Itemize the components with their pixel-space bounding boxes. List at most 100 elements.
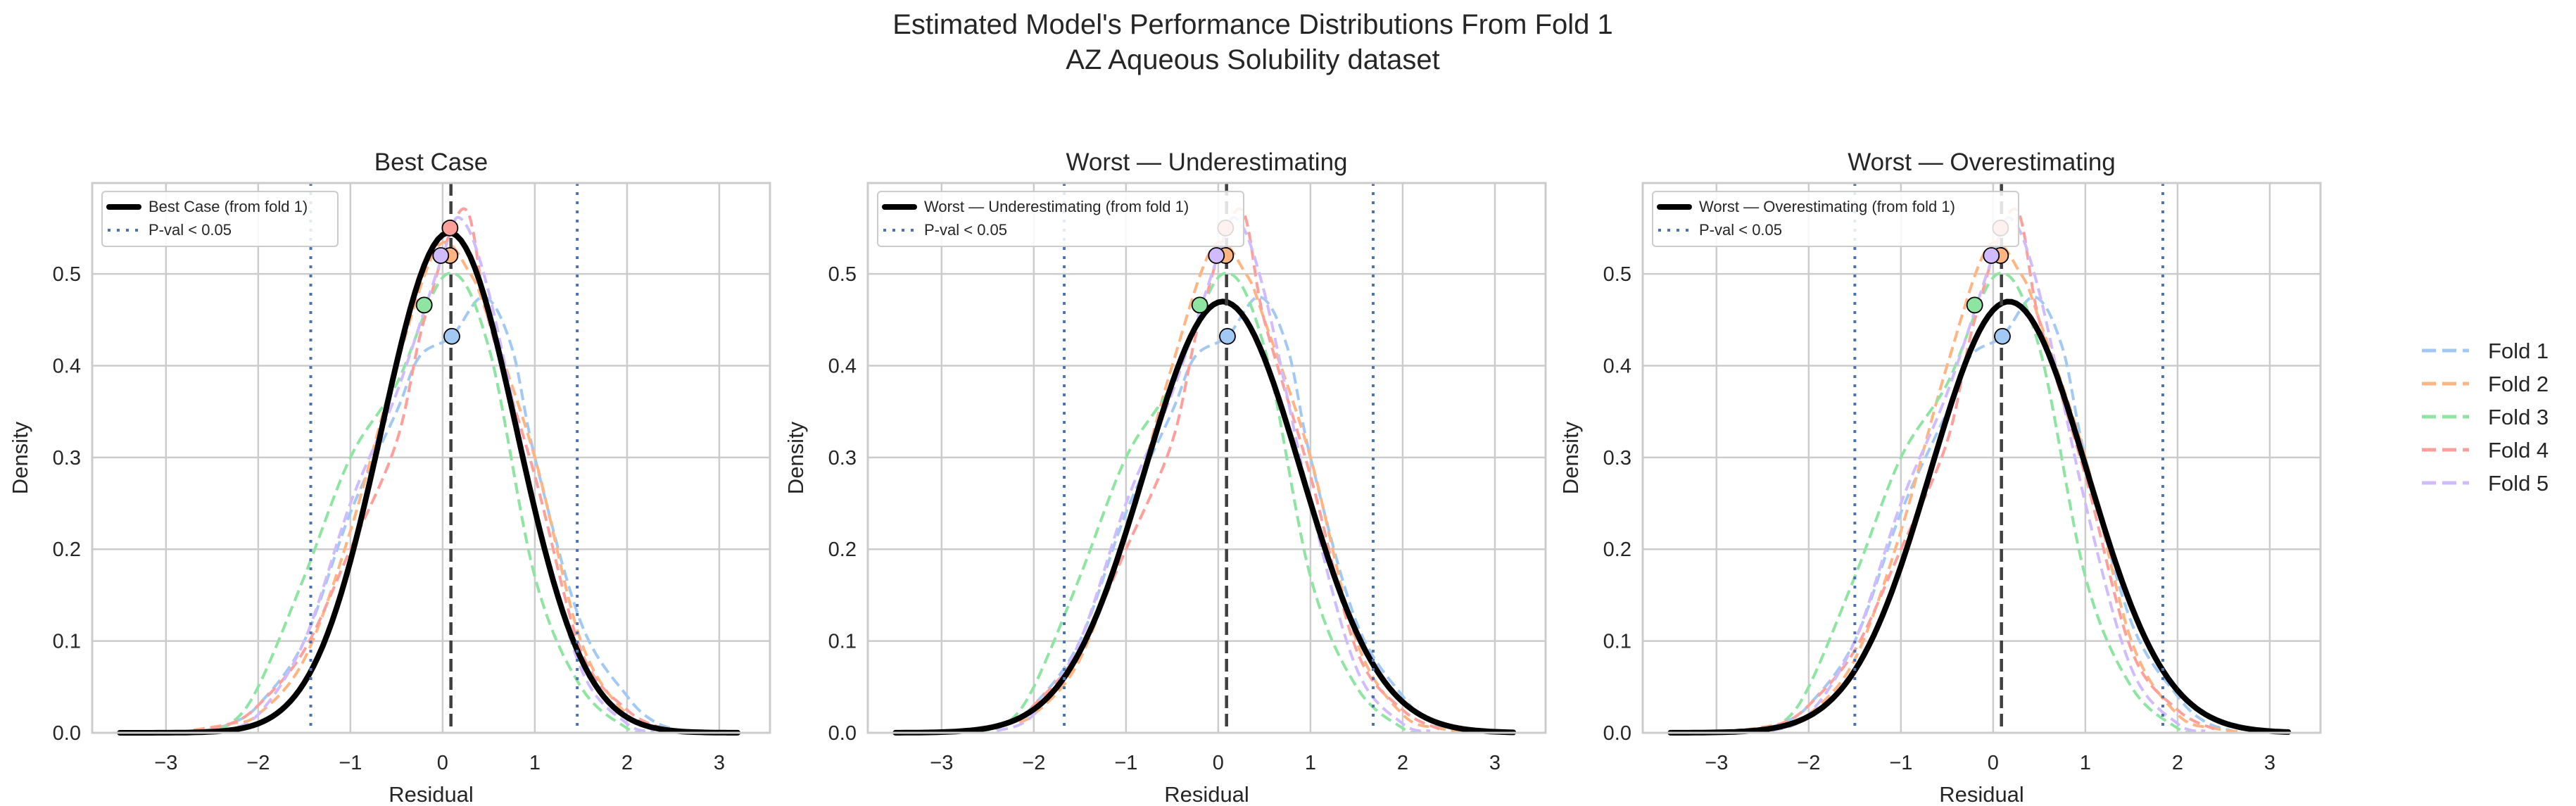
panel-legend: Best Case (from fold 1) P-val < 0.05: [101, 191, 339, 247]
fold-peak-marker-3: [415, 296, 433, 314]
y-tick-label: 0.0: [53, 722, 81, 745]
x-tick-label: 2: [2172, 752, 2183, 774]
panel-3: −3 −2 −1 0 1 2 3 0.0 0.1 0.2 0.3 0.4 0.5 Worst — Over…: [1558, 149, 2322, 806]
x-tick-label: 0: [1213, 752, 1224, 774]
axes-frame: [866, 182, 1547, 734]
fold-legend-item-2: Fold 2: [2422, 372, 2549, 396]
legend-reference-label: Worst — Underestimating (from fold 1): [924, 198, 1189, 215]
y-tick-label: 0.5: [1603, 263, 1631, 286]
axes-frame: [91, 182, 771, 734]
fold-legend-label: Fold 2: [2488, 372, 2549, 396]
legend-box: [877, 191, 1244, 247]
x-tick-label: 3: [714, 752, 725, 774]
legend-reference-label: Best Case (from fold 1): [149, 198, 308, 215]
legend-pval-label: P-val < 0.05: [149, 221, 232, 239]
fold-curve-3: [202, 271, 646, 734]
x-tick-label: −2: [246, 752, 270, 774]
fold-curve-5: [1771, 215, 2206, 733]
x-tick-label: −1: [1114, 752, 1137, 774]
x-tick-label: 1: [2080, 752, 2091, 774]
y-tick-label: 0.2: [1603, 539, 1631, 561]
x-tick-label: 2: [1397, 752, 1408, 774]
fold-curve-5: [220, 215, 655, 733]
x-tick-label: −2: [1022, 752, 1045, 774]
fold-peak-marker-5: [1983, 247, 2000, 264]
reference-normal-curve: [1667, 298, 2292, 736]
figure-subtitle: AZ Aqueous Solubility dataset: [1066, 44, 1439, 75]
legend-pval-label: P-val < 0.05: [1699, 221, 1782, 239]
fold-peak-marker-1: [1219, 327, 1236, 345]
y-tick-label: 0.1: [828, 631, 857, 653]
fold-peak-marker-3: [1966, 296, 1983, 314]
fold-peak-marker-1: [443, 327, 460, 345]
fold-curve-4: [193, 207, 665, 733]
y-tick-label: 0.0: [1603, 722, 1631, 745]
panel-title: Worst — Underestimating: [1066, 149, 1347, 176]
y-tick-label: 0.1: [1603, 631, 1631, 653]
fold-peak-marker-5: [432, 247, 450, 264]
x-tick-label: −2: [1797, 752, 1820, 774]
fold-legend-item-1: Fold 1: [2422, 339, 2549, 363]
x-tick-label: −1: [1889, 752, 1912, 774]
legend-reference-label: Worst — Overestimating (from fold 1): [1699, 198, 1955, 215]
x-tick-label: 1: [1305, 752, 1316, 774]
reference-normal-curve: [892, 298, 1517, 736]
fold-legend-label: Fold 1: [2488, 339, 2549, 363]
y-axis-label: Density: [8, 421, 32, 494]
panel-legend: Worst — Overestimating (from fold 1) P-va…: [1652, 191, 2019, 247]
x-tick-label: 3: [1489, 752, 1501, 774]
fold-peak-marker-4: [441, 219, 459, 237]
fold-curve-4: [968, 207, 1441, 733]
y-tick-label: 0.4: [828, 355, 857, 377]
fold-legend-item-5: Fold 5: [2422, 471, 2549, 496]
x-tick-label: 2: [621, 752, 633, 774]
fold-curve-3: [978, 271, 1422, 734]
x-tick-label: 0: [437, 752, 448, 774]
y-tick-label: 0.0: [828, 722, 857, 745]
y-tick-label: 0.3: [1603, 447, 1631, 470]
x-tick-label: 3: [2264, 752, 2275, 774]
figure-title: Estimated Model's Performance Distributi…: [892, 9, 1613, 40]
legend-box: [1652, 191, 2019, 247]
y-tick-label: 0.1: [53, 631, 81, 653]
fold-legend-label: Fold 4: [2488, 438, 2549, 462]
y-tick-label: 0.2: [828, 539, 857, 561]
fold-legend-label: Fold 5: [2488, 471, 2549, 496]
x-axis-label: Residual: [1939, 782, 2024, 806]
fold-legend-item-3: Fold 3: [2422, 405, 2549, 429]
x-tick-label: 0: [1988, 752, 1999, 774]
fold-peak-marker-1: [1994, 327, 2011, 345]
fold-peak-marker-5: [1208, 247, 1225, 264]
x-tick-label: −3: [930, 752, 953, 774]
panel-title: Best Case: [374, 149, 488, 176]
fold-legend-label: Fold 3: [2488, 405, 2549, 429]
x-tick-label: −1: [339, 752, 362, 774]
y-tick-label: 0.3: [828, 447, 857, 470]
x-tick-label: −3: [154, 752, 177, 774]
axes-frame: [1641, 182, 2322, 734]
y-axis-label: Density: [1558, 421, 1583, 494]
fold-legend-item-4: Fold 4: [2422, 438, 2549, 462]
y-tick-label: 0.3: [53, 447, 81, 470]
fold-legend: Fold 1 Fold 2 Fold 3 Fold 4 Fold 5: [2422, 339, 2549, 496]
fold-peak-marker-3: [1191, 296, 1208, 314]
x-axis-label: Residual: [1164, 782, 1249, 806]
panel-1: −3 −2 −1 0 1 2 3 0.0 0.1 0.2 0.3 0.4 0.5 Best Case Res…: [8, 149, 771, 806]
panel-legend: Worst — Underestimating (from fold 1) P-v…: [877, 191, 1244, 247]
legend-pval-label: P-val < 0.05: [924, 221, 1007, 239]
y-axis-label: Density: [783, 421, 808, 494]
y-tick-label: 0.5: [53, 263, 81, 286]
fold-curve-4: [1743, 207, 2216, 733]
x-tick-label: −3: [1705, 752, 1728, 774]
x-axis-label: Residual: [389, 782, 474, 806]
y-tick-label: 0.2: [53, 539, 81, 561]
x-tick-label: 1: [529, 752, 541, 774]
y-tick-label: 0.5: [828, 263, 857, 286]
panels: −3 −2 −1 0 1 2 3 0.0 0.1 0.2 0.3 0.4 0.5 Best Case Res…: [8, 149, 2322, 806]
legend-box: [101, 191, 339, 247]
panel-title: Worst — Overestimating: [1848, 149, 2116, 176]
reference-normal-curve: [117, 229, 741, 736]
fold-curve-5: [996, 215, 1431, 733]
y-tick-label: 0.4: [53, 355, 81, 377]
